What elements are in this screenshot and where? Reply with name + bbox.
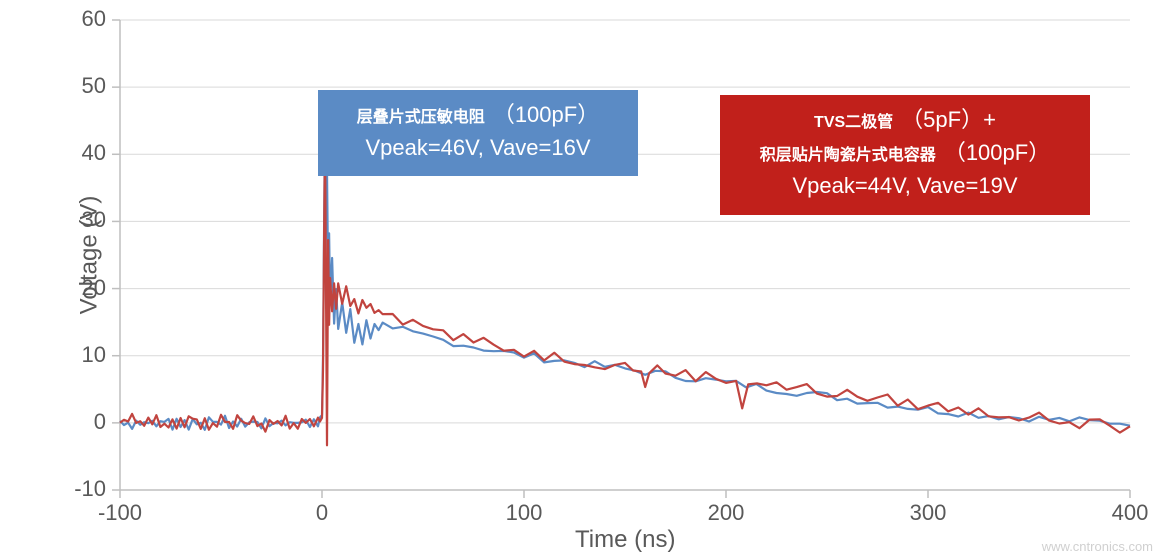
voltage-time-chart: -1000100200300400-100102030405060Voltage… xyxy=(0,0,1165,560)
annotation-text: 层叠片式压敏电阻 xyxy=(357,109,485,126)
y-axis-label: Voltage (V) xyxy=(75,196,103,315)
annotation-mlv-values: Vpeak=46V, Vave=16V xyxy=(328,131,628,164)
watermark: www.cntronics.com xyxy=(1042,539,1153,554)
y-tick-label: 60 xyxy=(82,6,106,32)
annotation-text: （100pF） xyxy=(944,140,1050,165)
annotation-text: 积层贴片陶瓷片式电容器 xyxy=(760,147,936,164)
annotation-text: （5pF）+ xyxy=(901,107,996,132)
x-tick-label: -100 xyxy=(95,500,145,526)
x-tick-label: 100 xyxy=(499,500,549,526)
y-tick-label: 10 xyxy=(82,342,106,368)
x-tick-label: 200 xyxy=(701,500,751,526)
y-tick-label: 0 xyxy=(94,409,106,435)
annotation-text: （100pF） xyxy=(493,102,599,127)
x-axis-label: Time (ns) xyxy=(575,526,675,554)
annotation-tvs: TVS二极管 （5pF）+ 积层贴片陶瓷片式电容器 （100pF） Vpeak=44V,… xyxy=(720,95,1090,215)
annotation-mlv-line1: 层叠片式压敏电阻 （100pF） xyxy=(328,98,628,131)
y-tick-label: -10 xyxy=(74,476,106,502)
annotation-tvs-line1: TVS二极管 （5pF）+ xyxy=(730,103,1080,136)
annotation-mlv: 层叠片式压敏电阻 （100pF） Vpeak=46V, Vave=16V xyxy=(318,90,638,176)
annotation-text: TVS二极管 xyxy=(814,114,893,131)
y-tick-label: 50 xyxy=(82,73,106,99)
annotation-tvs-values: Vpeak=44V, Vave=19V xyxy=(730,169,1080,202)
x-tick-label: 400 xyxy=(1105,500,1155,526)
annotation-tvs-line2: 积层贴片陶瓷片式电容器 （100pF） xyxy=(730,136,1080,169)
x-tick-label: 0 xyxy=(297,500,347,526)
chart-svg xyxy=(0,0,1165,560)
y-tick-label: 40 xyxy=(82,140,106,166)
x-tick-label: 300 xyxy=(903,500,953,526)
